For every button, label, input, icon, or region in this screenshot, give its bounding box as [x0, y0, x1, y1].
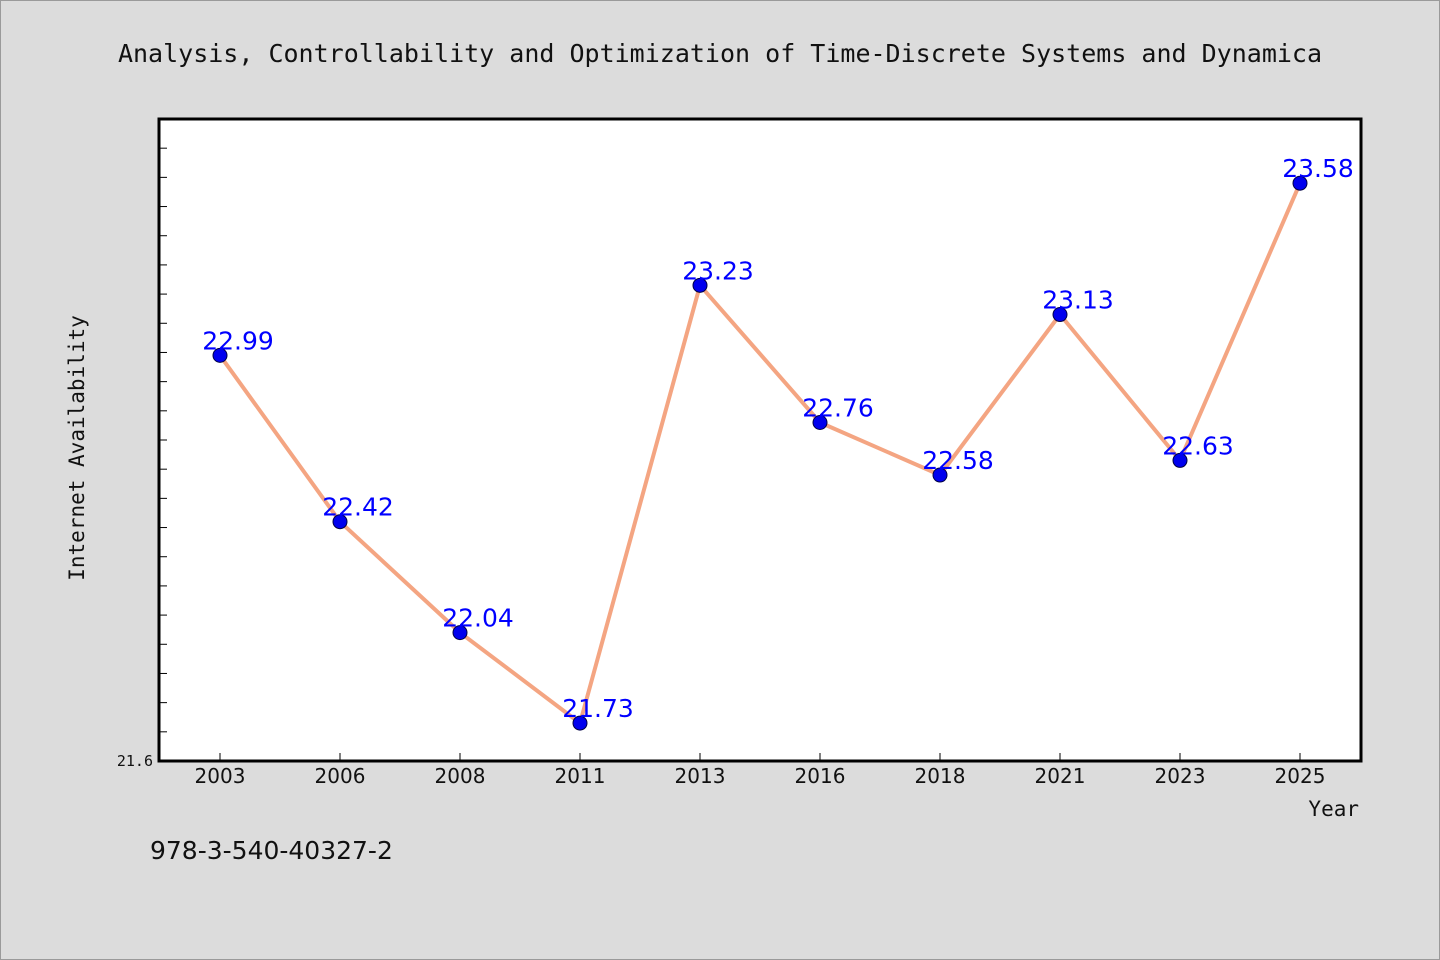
- data-label: 22.58: [922, 446, 994, 475]
- x-tick-label: 2008: [435, 764, 486, 788]
- data-point: [1292, 175, 1308, 191]
- x-tick-label: 2025: [1275, 764, 1326, 788]
- data-label: 22.63: [1162, 431, 1234, 460]
- data-point: [1172, 452, 1188, 468]
- x-axis-ticks: 2003 2006 2008 2011 2013 2016 2018 2021 2023 2025: [195, 753, 1326, 788]
- data-labels: 22.99 22.42 22.04 21.73 23.23 22.76 22.58 23.13…: [202, 154, 1354, 723]
- data-point: [812, 414, 828, 430]
- data-point: [692, 277, 708, 293]
- data-point: [572, 715, 588, 731]
- data-label: 23.23: [682, 256, 754, 285]
- data-label: 22.04: [442, 604, 514, 633]
- data-point: [332, 514, 348, 530]
- data-point: [932, 467, 948, 483]
- data-label: 22.42: [322, 493, 394, 522]
- data-point: [1052, 307, 1068, 323]
- x-axis-title: Year: [1308, 797, 1359, 821]
- x-tick-label: 2013: [675, 764, 726, 788]
- data-point: [212, 347, 228, 363]
- x-tick-label: 2023: [1155, 764, 1206, 788]
- data-label: 22.99: [202, 326, 274, 355]
- isbn-code: 978-3-540-40327-2: [150, 836, 393, 865]
- chart-title: Analysis, Controllability and Optimizati…: [118, 39, 1322, 68]
- series-markers: [212, 175, 1308, 731]
- x-tick-label: 2016: [795, 764, 846, 788]
- data-point: [452, 625, 468, 641]
- x-tick-label: 2021: [1035, 764, 1086, 788]
- y-axis-min-label: 21.6: [117, 752, 153, 770]
- series-line: [218, 181, 1302, 726]
- x-tick-label: 2003: [195, 764, 246, 788]
- data-label: 23.13: [1042, 286, 1114, 315]
- x-tick-label: 2018: [915, 764, 966, 788]
- data-label: 21.73: [562, 694, 634, 723]
- x-tick-label: 2006: [315, 764, 366, 788]
- x-tick-label: 2011: [555, 764, 606, 788]
- y-axis-ticks: [159, 147, 167, 733]
- data-label: 23.58: [1282, 154, 1354, 183]
- data-label: 22.76: [802, 393, 874, 422]
- y-axis-title: Internet Availability: [65, 315, 89, 581]
